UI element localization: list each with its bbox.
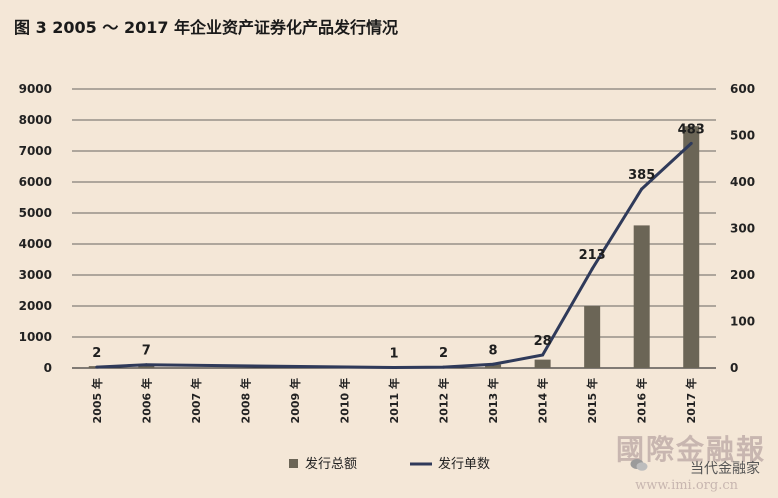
wechat-icon <box>630 459 648 471</box>
x-tick-label: 2016 年 <box>635 378 649 423</box>
line-series <box>95 141 693 370</box>
grid <box>72 88 716 369</box>
line-point <box>144 363 148 367</box>
data-label: 213 <box>579 248 606 263</box>
bar <box>683 126 700 368</box>
data-label: 1 <box>389 347 398 362</box>
y-right-tick-label: 300 <box>730 222 755 236</box>
y-left-axis: 0 1000 2000 3000 4000 5000 6000 7000 8000 9000 <box>19 82 52 375</box>
y-left-tick-label: 7000 <box>19 144 52 158</box>
x-axis: 2005 年 2006 年 2007 年 2008 年 2009 年 2010 年 2011… <box>90 378 698 423</box>
line-point <box>392 366 396 370</box>
y-left-tick-label: 0 <box>44 361 52 375</box>
y-left-tick-label: 2000 <box>19 299 52 313</box>
y-left-tick-label: 4000 <box>19 237 52 251</box>
line-point <box>640 187 644 191</box>
line-point <box>95 365 99 369</box>
data-label: 8 <box>489 343 498 358</box>
legend: 发行总额 发行单数 <box>289 456 490 472</box>
bars <box>88 126 700 368</box>
x-tick-label: 2005 年 <box>90 378 104 423</box>
x-tick-label: 2006 年 <box>139 378 153 423</box>
y-left-tick-label: 1000 <box>19 330 52 344</box>
legend-label: 发行总额 <box>305 456 357 472</box>
x-tick-label: 2010 年 <box>337 378 351 423</box>
data-label: 7 <box>142 344 151 359</box>
line-point <box>541 353 545 357</box>
y-left-tick-label: 5000 <box>19 206 52 220</box>
x-tick-label: 2013 年 <box>486 378 500 423</box>
line-point <box>689 141 693 145</box>
x-tick-label: 2007 年 <box>189 378 203 423</box>
legend-swatch-bar <box>289 459 298 468</box>
y-right-tick-label: 400 <box>730 175 755 189</box>
data-label: 483 <box>678 122 705 137</box>
bar <box>534 359 551 368</box>
watermark-brand: 当代金融家 <box>690 461 760 477</box>
x-tick-label: 2011 年 <box>387 378 401 423</box>
y-right-tick-label: 200 <box>730 268 755 282</box>
data-label: 28 <box>534 334 552 349</box>
x-tick-label: 2012 年 <box>437 378 451 423</box>
bar <box>485 364 502 368</box>
y-right-tick-label: 0 <box>730 361 738 375</box>
y-right-tick-label: 600 <box>730 82 755 96</box>
x-tick-label: 2017 年 <box>684 378 698 423</box>
x-tick-label: 2008 年 <box>238 378 252 423</box>
legend-label: 发行单数 <box>438 456 490 472</box>
line-point <box>491 362 495 366</box>
x-tick-label: 2014 年 <box>536 378 550 423</box>
data-label: 385 <box>628 168 655 183</box>
watermark-url: www.imi.org.cn <box>635 478 738 493</box>
data-label: 2 <box>439 346 448 361</box>
x-tick-label: 2009 年 <box>288 378 302 423</box>
chart-title: 图 3 2005 ～ 2017 年企业资产证券化产品发行情况 <box>14 18 399 37</box>
bar <box>584 306 601 368</box>
y-left-tick-label: 6000 <box>19 175 52 189</box>
y-right-axis: 0 100 200 300 400 500 600 <box>730 82 755 375</box>
y-left-tick-label: 9000 <box>19 82 52 96</box>
bar <box>138 365 155 368</box>
x-tick-label: 2015 年 <box>585 378 599 423</box>
data-label: 2 <box>92 346 101 361</box>
line-point <box>590 267 594 271</box>
y-right-tick-label: 500 <box>730 129 755 143</box>
y-left-tick-label: 8000 <box>19 113 52 127</box>
bar <box>633 225 650 368</box>
line-point <box>442 365 446 369</box>
y-right-tick-label: 100 <box>730 315 755 329</box>
y-left-tick-label: 3000 <box>19 268 52 282</box>
